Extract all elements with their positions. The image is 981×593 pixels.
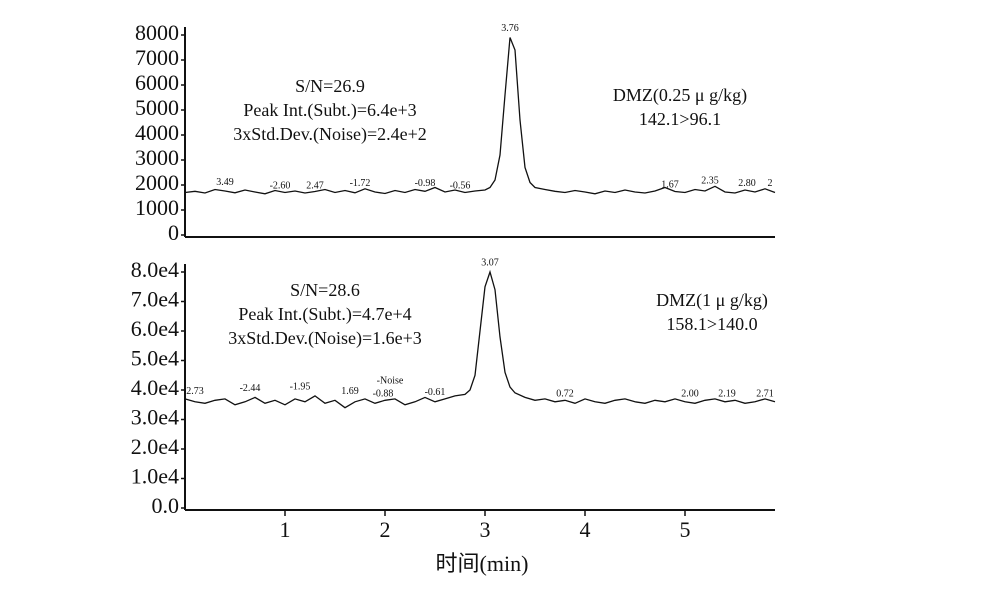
peak-annotation: 0.72 <box>556 389 574 400</box>
x-tick-label: 3 <box>480 517 491 542</box>
peak-annotation: 2.47 <box>306 181 324 192</box>
y-tick-label: 7000 <box>135 45 179 70</box>
peak-annotation: 2.71 <box>756 389 774 400</box>
y-tick-label: 5000 <box>135 95 179 120</box>
peak-annotation: -0.56 <box>450 181 471 192</box>
peak-annotation: -0.98 <box>415 178 436 189</box>
stat-note: Peak Int.(Subt.)=4.7e+4 <box>238 304 411 325</box>
y-tick-label: 6.0e4 <box>131 316 179 341</box>
y-tick-label: 6000 <box>135 70 179 95</box>
x-tick-label: 5 <box>680 517 691 542</box>
y-tick-label: 2.0e4 <box>131 434 179 459</box>
x-tick-label: 1 <box>280 517 291 542</box>
peak-annotation: -0.61 <box>425 387 446 398</box>
compound-label: DMZ(0.25 μ g/kg) <box>613 85 747 106</box>
y-tick-label: 4000 <box>135 120 179 145</box>
compound-label: 158.1>140.0 <box>666 314 757 334</box>
peak-annotation: -1.72 <box>350 178 371 189</box>
y-tick-label: 2000 <box>135 170 179 195</box>
peak-annotation: -1.95 <box>290 381 311 392</box>
peak-annotation: 3.49 <box>216 177 234 188</box>
trace <box>184 37 776 195</box>
stat-note: 3xStd.Dev.(Noise)=1.6e+3 <box>228 328 422 349</box>
x-axis-label: 时间(min) <box>436 551 529 576</box>
y-tick-label: 4.0e4 <box>131 375 179 400</box>
peak-annotation: 2.19 <box>718 389 736 400</box>
trace <box>184 269 776 409</box>
x-tick-label: 4 <box>580 517 591 542</box>
y-tick-label: 3.0e4 <box>131 405 179 430</box>
peak-annotation: 2 <box>768 178 773 189</box>
stat-note: Peak Int.(Subt.)=6.4e+3 <box>243 100 416 121</box>
stat-note: 3xStd.Dev.(Noise)=2.4e+2 <box>233 124 427 145</box>
peak-annotation: -0.88 <box>373 389 394 400</box>
peak-annotation: 3.07 <box>481 257 499 268</box>
y-tick-label: 3000 <box>135 145 179 170</box>
y-tick-label: 0.0 <box>152 493 180 518</box>
peak-annotation: 3.76 <box>501 23 519 34</box>
peak-annotation: -Noise <box>377 375 404 386</box>
peak-annotation: 2.73 <box>186 386 204 397</box>
y-tick-label: 8000 <box>135 20 179 45</box>
y-tick-label: 1000 <box>135 195 179 220</box>
peak-annotation: 2.80 <box>738 178 756 189</box>
peak-annotation: -2.60 <box>270 181 291 192</box>
stat-note: S/N=26.9 <box>295 76 365 96</box>
peak-annotation: 1.67 <box>661 179 679 190</box>
y-tick-label: 0 <box>168 220 179 245</box>
peak-annotation: 2.35 <box>701 176 719 187</box>
peak-annotation: 2.00 <box>681 389 699 400</box>
compound-label: 142.1>96.1 <box>639 109 721 129</box>
y-tick-label: 8.0e4 <box>131 257 179 282</box>
y-tick-label: 5.0e4 <box>131 346 179 371</box>
peak-annotation: -2.44 <box>240 383 261 394</box>
x-tick-label: 2 <box>380 517 391 542</box>
compound-label: DMZ(1 μ g/kg) <box>656 290 768 311</box>
stat-note: S/N=28.6 <box>290 280 360 300</box>
peak-annotation: 1.69 <box>341 386 359 397</box>
y-tick-label: 7.0e4 <box>131 287 179 312</box>
y-tick-label: 1.0e4 <box>131 464 179 489</box>
